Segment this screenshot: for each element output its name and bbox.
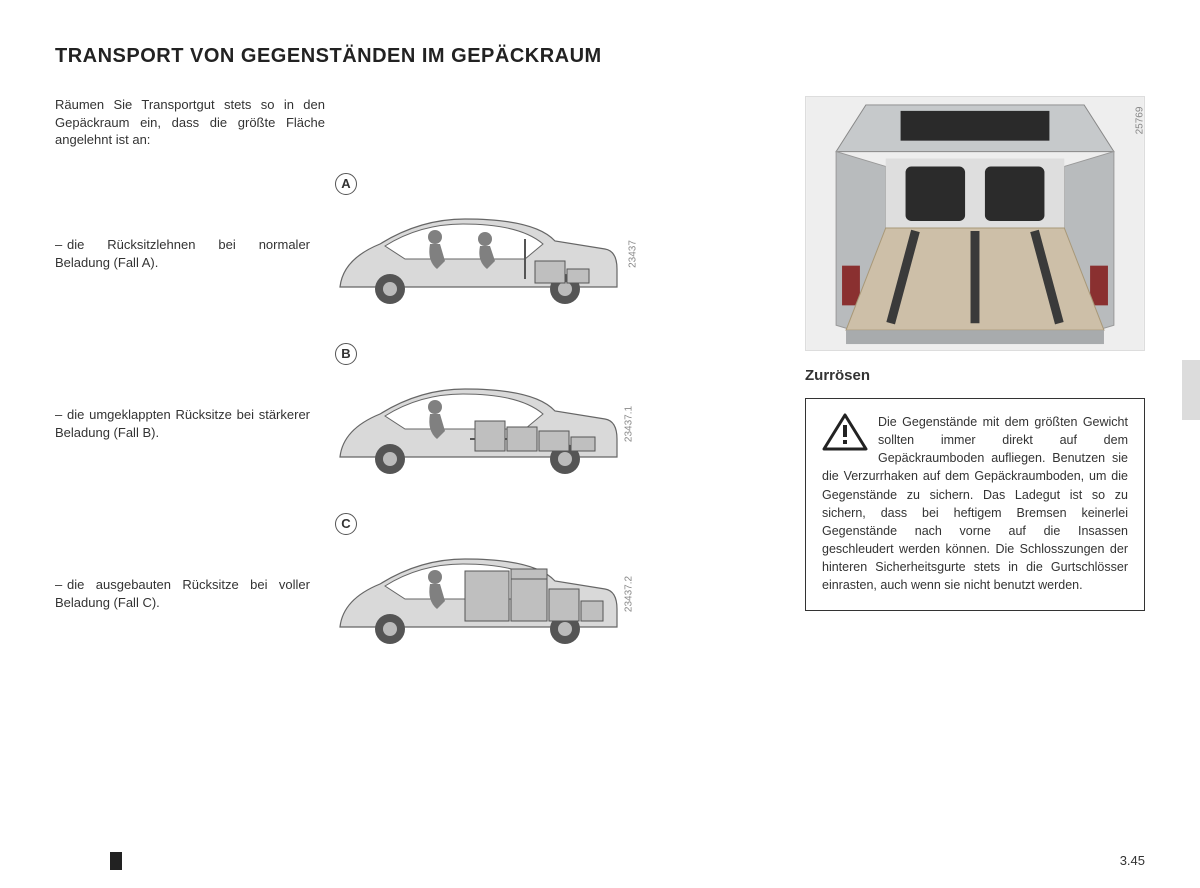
trunk-svg	[806, 97, 1144, 350]
case-a-body: die Rücksitzlehnen bei normaler Beladung…	[55, 237, 310, 270]
case-b-body: die umgeklappten Rücksitze bei stärkerer…	[55, 407, 310, 440]
content-area: Räumen Sie Transportgut stets so in den …	[55, 96, 1145, 689]
car-c-svg	[325, 539, 625, 659]
case-a-label: A	[335, 173, 357, 195]
case-b-label: B	[335, 343, 357, 365]
case-a-text: –die Rücksitzlehnen bei normaler Beladun…	[55, 236, 325, 271]
subheading: Zurrösen	[805, 367, 1145, 384]
right-column: 25769	[805, 96, 1145, 689]
case-b-diagram: B 23437.1	[325, 349, 635, 499]
car-a-svg	[325, 199, 625, 319]
case-c-diagram: C 23437.2	[325, 519, 635, 669]
page-number: 3.45	[1120, 853, 1145, 868]
trunk-photo: 25769	[805, 96, 1145, 351]
case-c-text: –die ausgebauten Rücksitze bei voller Be…	[55, 576, 325, 611]
page-tab	[1182, 360, 1200, 420]
case-a-fignum: 23437	[628, 240, 639, 268]
case-c-body: die ausgebauten Rücksitze bei voller Bel…	[55, 577, 310, 610]
car-b-svg	[325, 369, 625, 489]
case-c-label: C	[335, 513, 357, 535]
footer-mark	[110, 852, 122, 870]
case-a-row: –die Rücksitzlehnen bei normaler Beladun…	[55, 179, 775, 329]
case-c-row: –die ausgebauten Rücksitze bei voller Be…	[55, 519, 775, 669]
photo-fignum: 25769	[1135, 107, 1146, 135]
case-b-text: –die umgeklappten Rücksitze bei stärkere…	[55, 406, 325, 441]
page-title: TRANSPORT VON GEGENSTÄNDEN IM GEPÄCKRAUM	[55, 45, 1145, 68]
warning-box: Die Gegenstände mit dem größten Gewicht …	[805, 398, 1145, 611]
case-b-row: –die umgeklappten Rücksitze bei stärkere…	[55, 349, 775, 499]
case-a-diagram: A 23437	[325, 179, 635, 329]
left-column: Räumen Sie Transportgut stets so in den …	[55, 96, 775, 689]
case-b-fignum: 23437.1	[623, 406, 634, 442]
intro-text: Räumen Sie Transportgut stets so in den …	[55, 96, 325, 149]
case-c-fignum: 23437.2	[623, 576, 634, 612]
warning-icon	[822, 413, 868, 453]
